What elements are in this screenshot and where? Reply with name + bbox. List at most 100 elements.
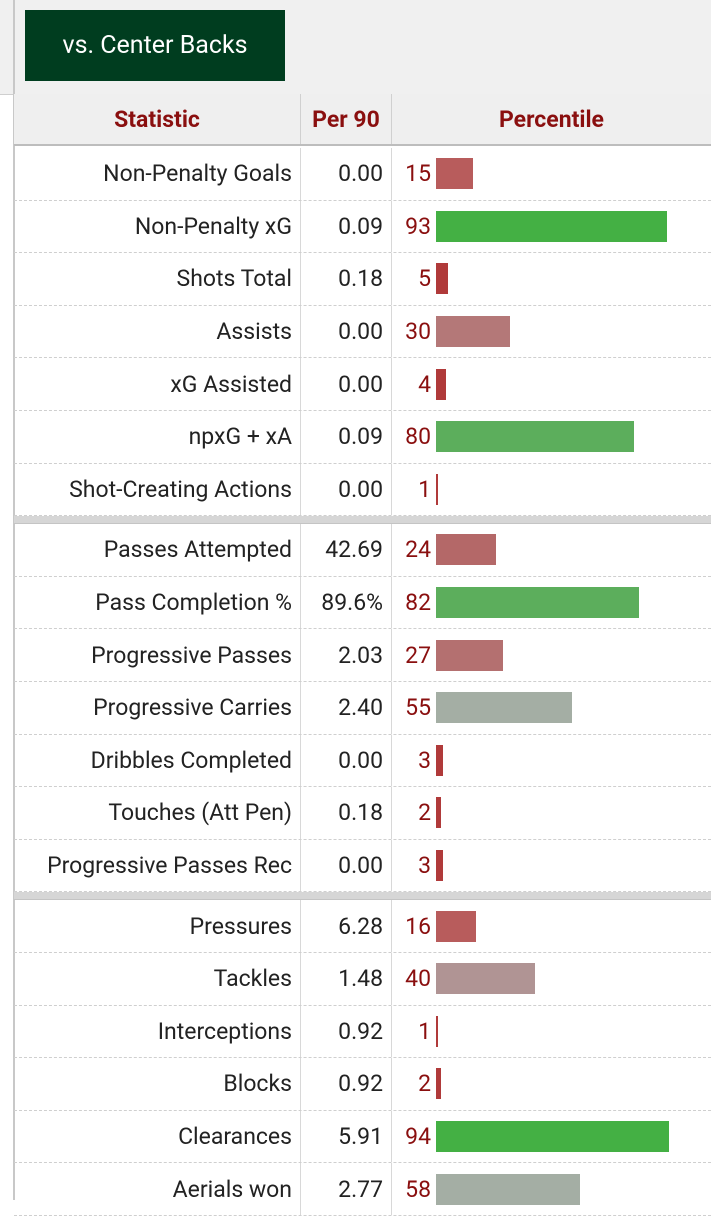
percentile-cell: 93: [392, 201, 711, 253]
stats-table: Statistic Per 90 Percentile Non-Penalty …: [14, 94, 711, 1216]
table-row: Shot-Creating Actions 0.00 1: [14, 463, 711, 517]
percentile-cell: 94: [392, 1111, 711, 1163]
percentile-cell: 55: [392, 682, 711, 734]
per90-value: 0.00: [301, 463, 392, 516]
stat-name: Aerials won: [14, 1163, 301, 1215]
stat-name: Progressive Carries: [14, 681, 301, 734]
percentile-bar: [436, 1120, 669, 1152]
table-row: Shots Total 0.18 5: [14, 253, 711, 306]
table-row: Touches (Att Pen) 0.18 2: [14, 787, 711, 840]
table-row: Clearances 5.91 94: [14, 1110, 711, 1164]
header-percentile[interactable]: Percentile: [499, 105, 604, 133]
per90-value: 2.40: [301, 681, 392, 734]
percentile-bar: [436, 963, 535, 995]
percentile-bar: [436, 744, 443, 776]
per90-value: 0.00: [301, 148, 392, 200]
percentile-value: 30: [405, 318, 431, 346]
table-row: Aerials won 2.77 58: [14, 1163, 711, 1216]
stat-name: Blocks: [14, 1058, 301, 1110]
percentile-bar: [436, 1015, 438, 1047]
table-row: Blocks 0.92 2: [14, 1058, 711, 1111]
percentile-bar: [436, 316, 510, 348]
percentile-cell: 2: [392, 1058, 711, 1110]
per90-value: 0.09: [301, 410, 392, 463]
stat-name: Pass Completion %: [14, 576, 301, 629]
stat-name: Dribbles Completed: [14, 734, 301, 787]
group-separator: [14, 892, 711, 901]
per90-value: 89.6%: [301, 576, 392, 629]
percentile-bar: [436, 263, 448, 295]
table-row: Non-Penalty Goals 0.00 15: [14, 148, 711, 201]
percentile-value: 27: [405, 641, 431, 669]
per90-value: 0.00: [301, 734, 392, 787]
percentile-value: 82: [405, 589, 431, 617]
percentile-bar: [436, 1068, 441, 1100]
per90-value: 5.91: [301, 1110, 392, 1163]
table-row: Interceptions 0.92 1: [14, 1005, 711, 1059]
percentile-value: 15: [405, 160, 431, 188]
percentile-bar: [436, 797, 441, 829]
vs-center-backs-tab[interactable]: vs. Center Backs: [25, 10, 285, 81]
stat-name: Shots Total: [14, 253, 301, 305]
per90-value: 0.00: [301, 839, 392, 892]
percentile-value: 3: [418, 746, 431, 774]
percentile-value: 80: [405, 423, 431, 451]
per90-value: 1.48: [301, 952, 392, 1005]
percentile-cell: 4: [392, 358, 711, 410]
percentile-cell: 1: [392, 1006, 711, 1058]
percentile-bar: [436, 587, 639, 619]
table-row: Assists 0.00 30: [14, 305, 711, 359]
stat-name: Non-Penalty Goals: [14, 148, 301, 200]
per90-value: 6.28: [301, 900, 392, 952]
percentile-bar: [436, 639, 503, 671]
percentile-bar: [436, 368, 446, 400]
stat-name: npxG + xA: [14, 410, 301, 463]
per90-value: 0.18: [301, 253, 392, 305]
percentile-value: 55: [405, 694, 431, 722]
table-row: Dribbles Completed 0.00 3: [14, 734, 711, 788]
percentile-value: 58: [405, 1175, 431, 1203]
per90-value: 0.00: [301, 358, 392, 410]
table-row: Progressive Carries 2.40 55: [14, 681, 711, 735]
percentile-cell: 58: [392, 1163, 711, 1215]
table-row: Pass Completion % 89.6% 82: [14, 576, 711, 630]
per90-value: 0.00: [301, 305, 392, 358]
per90-value: 0.92: [301, 1058, 392, 1110]
group-separator: [14, 516, 711, 525]
stat-name: Progressive Passes: [14, 629, 301, 681]
table-body: Non-Penalty Goals 0.00 15 Non-Penalty xG 0.0…: [14, 148, 711, 1216]
percentile-value: 2: [418, 1070, 431, 1098]
header-statistic[interactable]: Statistic: [14, 94, 301, 144]
percentile-value: 1: [418, 1017, 431, 1045]
percentile-bar: [436, 473, 438, 505]
stat-name: Interceptions: [14, 1005, 301, 1058]
percentile-value: 3: [418, 852, 431, 880]
percentile-cell: 24: [392, 524, 711, 576]
percentile-value: 2: [418, 799, 431, 827]
percentile-cell: 82: [392, 577, 711, 629]
stat-name: Tackles: [14, 952, 301, 1005]
percentile-cell: 16: [392, 900, 711, 952]
table-row: Tackles 1.48 40: [14, 952, 711, 1006]
table-row: xG Assisted 0.00 4: [14, 358, 711, 411]
percentile-bar: [436, 910, 476, 942]
per90-value: 0.18: [301, 787, 392, 839]
percentile-bar: [436, 421, 634, 453]
stat-name: Assists: [14, 305, 301, 358]
stat-name: Passes Attempted: [14, 524, 301, 576]
percentile-value: 4: [418, 370, 431, 398]
percentile-cell: 2: [392, 787, 711, 839]
percentile-cell: 15: [392, 148, 711, 200]
percentile-cell: 1: [392, 464, 711, 516]
percentile-bar: [436, 210, 667, 242]
percentile-value: 1: [418, 475, 431, 503]
percentile-bar: [436, 850, 443, 882]
percentile-value: 40: [405, 965, 431, 993]
header-per90[interactable]: Per 90: [301, 94, 392, 144]
percentile-bar: [436, 158, 473, 190]
per90-value: 2.03: [301, 629, 392, 681]
percentile-bar: [436, 692, 572, 724]
percentile-cell: 27: [392, 629, 711, 681]
stat-name: Clearances: [14, 1110, 301, 1163]
stat-name: Pressures: [14, 900, 301, 952]
